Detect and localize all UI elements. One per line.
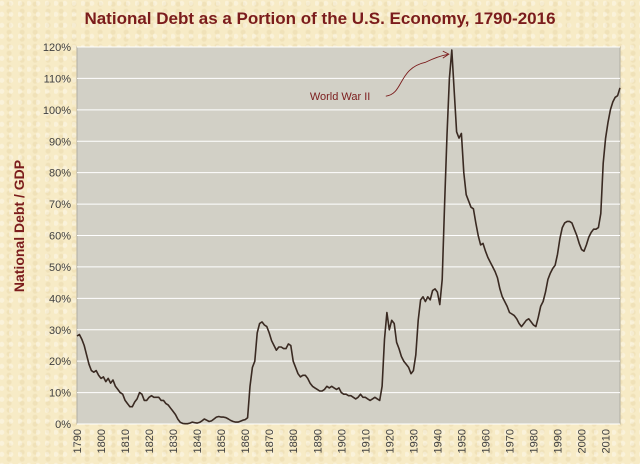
y-tick-label: 120% [43,42,71,54]
y-tick-labels: 0% 10% 20% 30% 40% 50% 60% 70% 80% 90% 100% 110% 120… [43,42,71,431]
y-tick-label: 100% [43,105,71,117]
y-tick-label: 20% [49,356,71,368]
annotation-arrow [385,50,450,97]
x-tick-label: 1820 [144,429,156,453]
y-tick-label: 70% [49,199,71,211]
x-tick-label: 2010 [601,429,613,453]
x-tick-label: 1850 [216,429,228,453]
x-tick-label: 1830 [168,429,180,453]
x-tick-label: 1960 [480,429,492,453]
x-tick-label: 1970 [504,429,516,453]
x-tick-label: 1860 [240,429,252,453]
debt-gdp-line [76,49,621,425]
y-tick-label: 60% [49,231,71,243]
x-tick-label: 1940 [432,429,444,453]
x-tick-label: 1800 [96,429,108,453]
x-tick-label: 1870 [264,429,276,453]
y-tick-label: 0% [55,419,71,431]
y-tick-label: 50% [49,262,71,274]
x-tick-label: 1920 [384,429,396,453]
x-tick-label: 1930 [408,429,420,453]
x-tick-label: 1950 [456,429,468,453]
x-tick-label: 1790 [72,429,84,453]
y-tick-label: 90% [49,136,71,148]
gridlines [77,46,620,425]
x-tick-label: 1890 [312,429,324,453]
y-tick-label: 40% [49,293,71,305]
x-tick-label: 1980 [529,429,541,453]
x-tick-label: 2000 [577,429,589,453]
y-tick-label: 110% [44,73,72,85]
x-tick-label: 1900 [336,429,348,453]
y-tick-label: 80% [49,168,71,180]
annotation-world-war-ii: World War II [310,91,371,103]
y-tick-label: 10% [49,388,71,400]
x-tick-label: 1990 [553,429,565,453]
x-tick-label: 1810 [120,429,132,453]
chart-title: National Debt as a Portion of the U.S. E… [84,9,556,28]
x-tick-labels: 1790 1800 1810 1820 1830 1840 1850 1860 1870 1880… [72,429,613,453]
y-tick-label: 30% [49,325,71,337]
x-tick-label: 1840 [192,429,204,453]
x-tick-label: 1910 [360,429,372,453]
x-tick-label: 1880 [288,429,300,453]
